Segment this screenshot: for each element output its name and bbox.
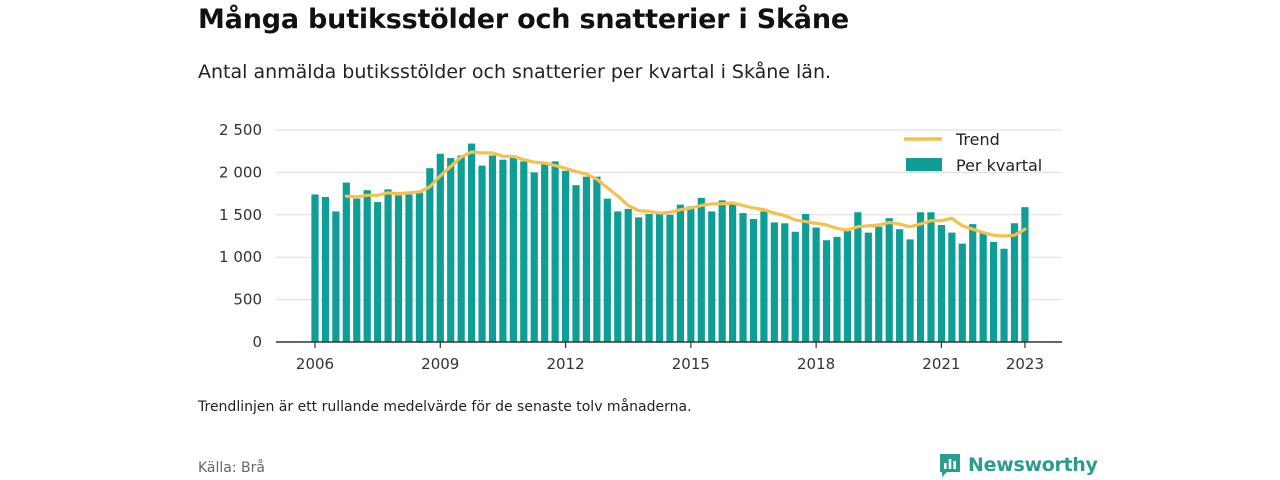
bar [885,218,893,342]
bar [1000,248,1008,342]
bar [979,232,987,342]
newsworthy-icon [940,454,960,477]
bar [916,212,925,342]
bar [394,195,403,342]
bar [708,211,716,342]
bar [603,198,611,342]
bar [509,157,517,342]
bar [572,185,580,342]
y-tick-label: 2 000 [219,163,262,181]
bar [645,213,653,342]
bar [478,165,486,342]
bar [405,194,413,342]
bar [1010,223,1019,342]
y-tick-label: 2 500 [219,121,262,139]
y-tick-label: 500 [233,291,262,309]
bar [927,212,935,342]
bar [342,182,350,342]
chart-title: Många butiksstölder och snatterier i Skå… [198,4,849,35]
bar [332,211,340,342]
bar [739,213,747,342]
bar [593,176,601,342]
x-tick-label: 2015 [672,355,710,373]
bar [749,219,758,342]
bar [311,194,319,342]
x-tick-label: 2006 [296,355,334,373]
bar [415,192,423,342]
bar [906,239,914,342]
bar [468,143,476,342]
chart-subtitle: Antal anmälda butiksstölder och snatteri… [198,61,832,83]
bar [875,226,883,342]
bar [948,232,956,342]
bar [770,222,778,342]
y-tick-label: 1 500 [219,206,262,224]
bar [655,212,664,342]
bar [520,161,528,342]
bar [363,190,371,342]
bar [541,162,549,342]
bar [697,197,705,342]
legend-bar-label: Per kvartal [956,156,1042,175]
trend-footnote: Trendlinjen är ett rullande medelvärde f… [198,399,692,415]
bar [614,211,622,342]
bar [802,213,810,342]
bar [676,204,684,342]
bar [791,231,799,342]
bar [822,240,831,342]
chart-area: 0 500 1 000 1 500 2 000 2 500 2006 2009 2012 2015… [219,121,1062,373]
bar [374,202,382,342]
bar [718,200,726,342]
bar [896,229,904,342]
bar [666,214,674,342]
bar [321,196,330,342]
x-tick-label: 2018 [797,355,835,373]
bar [457,155,465,342]
x-tick-label: 2012 [546,355,584,373]
bar [635,217,643,342]
bar [958,243,966,342]
bar [436,153,444,342]
x-tick-label: 2009 [421,355,459,373]
bar [729,204,737,342]
bar [781,223,789,342]
legend-bar-swatch [906,158,942,171]
bar [530,172,538,342]
bar [1021,207,1029,342]
bar [624,208,632,342]
bar [854,212,862,342]
y-tick-label: 1 000 [219,248,262,266]
bar [582,176,591,342]
bar [937,224,945,342]
x-tick-label: 2021 [922,355,960,373]
y-tick-label: 0 [252,333,262,351]
bar [687,206,695,342]
trend-line [344,150,1027,238]
bar [551,161,559,342]
bar [843,230,852,342]
bar [812,227,820,342]
bar [864,232,872,342]
bar [833,236,841,342]
bar [384,189,392,342]
bar [760,211,768,342]
bar [488,155,497,342]
brand-name: Newsworthy [968,454,1098,476]
newsworthy-logo[interactable]: Newsworthy [938,450,1098,480]
bar [447,157,455,342]
bar [969,224,977,342]
legend-trend-label: Trend [955,130,1000,149]
bar [426,168,434,342]
bar [353,198,361,342]
bar [561,170,570,342]
x-tick-label: 2023 [1006,355,1044,373]
source-label: Källa: Brå [198,460,265,476]
bar [499,159,507,342]
bar [990,241,998,342]
